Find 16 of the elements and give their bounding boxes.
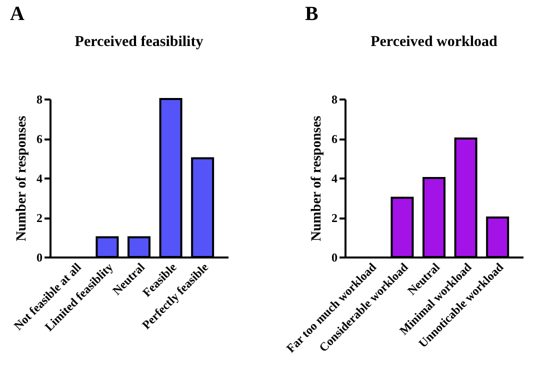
y-tick-label: 6 — [36, 132, 42, 146]
y-tick-label: 4 — [332, 172, 338, 186]
y-tick-label: 0 — [332, 250, 338, 264]
chart-title: Perceived workload — [370, 34, 498, 50]
y-tick-label: 0 — [36, 250, 42, 264]
y-tick-label: 8 — [332, 92, 338, 106]
chart-title: Perceived feasibility — [74, 34, 204, 50]
y-tick-label: 6 — [332, 132, 338, 146]
y-axis-title: Number of responses — [14, 115, 30, 242]
y-tick-label: 8 — [36, 92, 42, 106]
text: B — [305, 3, 318, 25]
y-tick-label: 4 — [36, 172, 42, 186]
y-axis-title: Number of responses — [310, 115, 324, 242]
y-tick-label: 2 — [332, 211, 338, 225]
text: A — [10, 3, 25, 25]
y-tick-label: 2 — [36, 211, 42, 225]
